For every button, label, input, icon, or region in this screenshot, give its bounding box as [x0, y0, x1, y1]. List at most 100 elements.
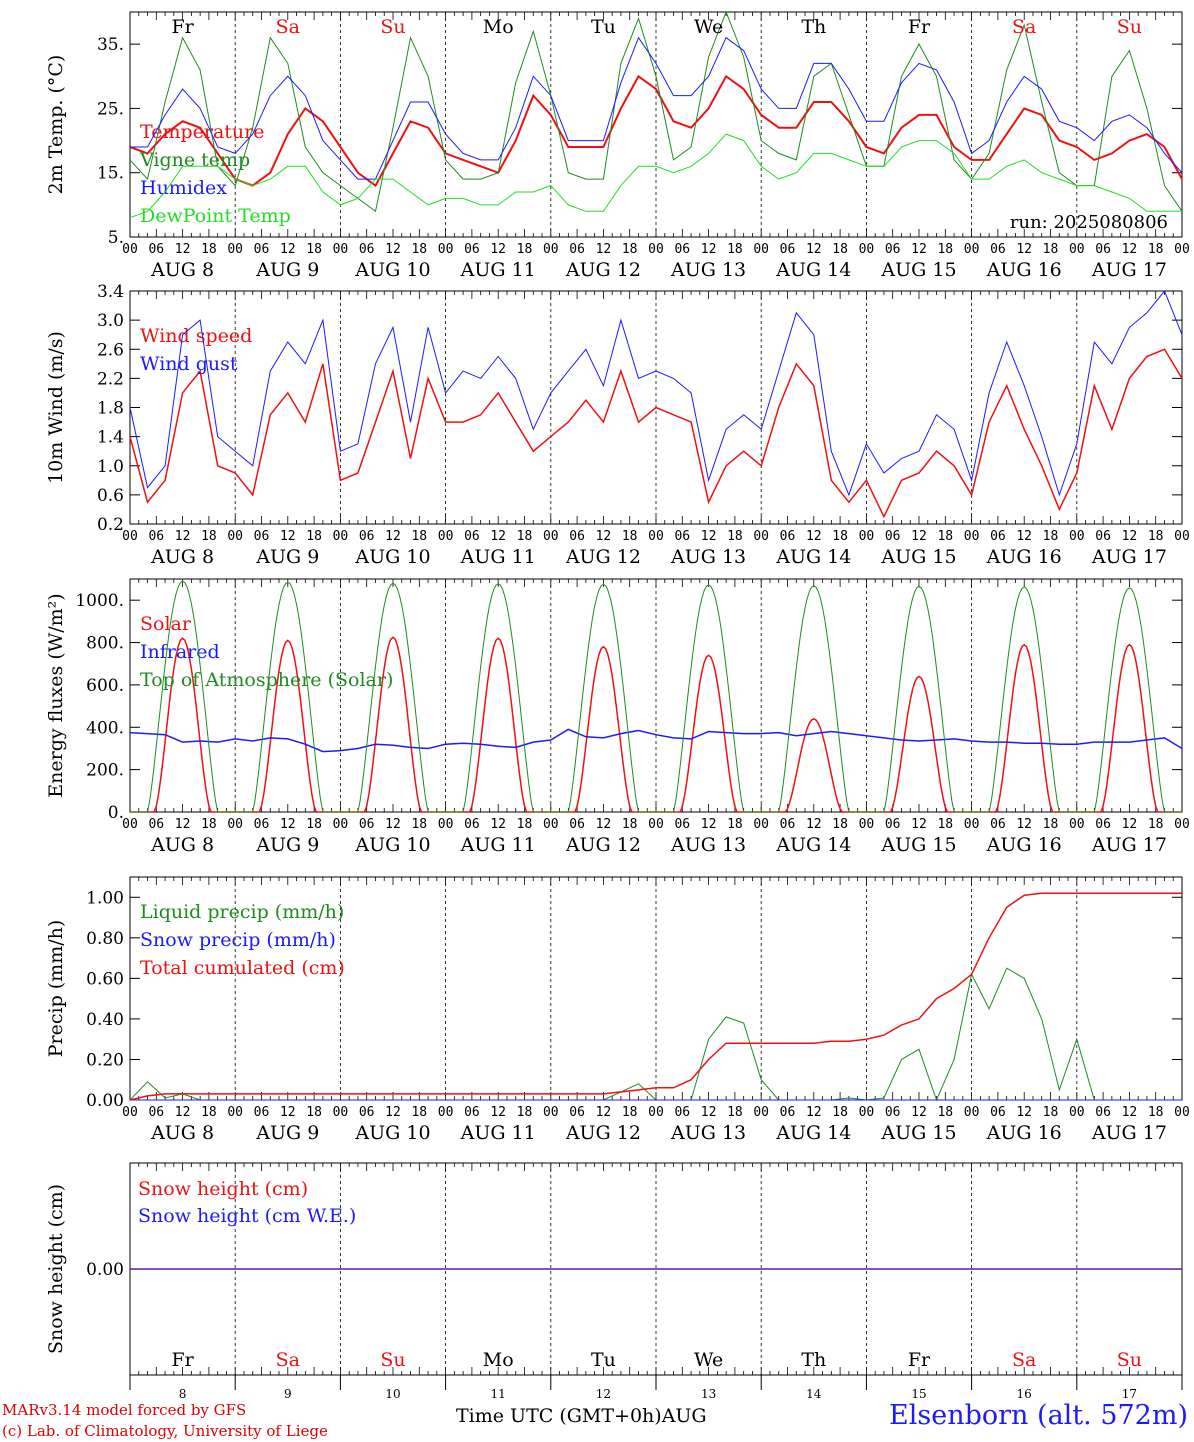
hour-label: 00 — [122, 817, 138, 832]
hour-label: 12 — [175, 242, 191, 257]
hour-label: 18 — [832, 242, 848, 257]
hour-label: 18 — [411, 817, 427, 832]
legend-entry: Top of Atmosphere (Solar) — [140, 669, 393, 691]
hour-label: 06 — [148, 817, 164, 832]
hour-label: 12 — [385, 242, 401, 257]
y-tick-label: 0.6 — [97, 486, 124, 506]
hour-label: 18 — [306, 242, 322, 257]
time-axis-title: Time UTC (GMT+0h)AUG — [456, 1405, 707, 1427]
legend-entry: Temperature — [140, 121, 264, 143]
hour-label: 12 — [1016, 529, 1032, 544]
hour-label: 00 — [964, 529, 980, 544]
y-axis-label: Precip (mm/h) — [45, 920, 67, 1058]
y-axis-label: Snow height (cm) — [45, 1184, 67, 1354]
date-label: AUG 14 — [775, 546, 851, 568]
y-tick-label: 1000. — [75, 591, 124, 611]
weekday-label-top: Mo — [483, 16, 514, 38]
date-label: AUG 8 — [150, 834, 214, 856]
panel-precip: 0.00 0.20 0.40 0.60 0.80 1.00 Precip (mm/h) Liq… — [45, 876, 1190, 1144]
hour-label: 00 — [227, 817, 243, 832]
hour-label: 12 — [385, 817, 401, 832]
legend-entry: Snow precip (mm/h) — [140, 929, 336, 951]
series-line-flux-2 — [130, 580, 1182, 813]
hour-label: 12 — [596, 529, 612, 544]
hour-label: 00 — [543, 529, 559, 544]
date-label: AUG 8 — [150, 259, 214, 281]
y-tick-label: 2.2 — [97, 369, 124, 389]
hour-label: 06 — [780, 529, 796, 544]
weekday-label-top: Su — [380, 16, 405, 38]
hour-label: 12 — [701, 817, 717, 832]
hour-label: 06 — [780, 242, 796, 257]
weekday-label-top: We — [694, 16, 723, 38]
hour-label: 00 — [1069, 529, 1085, 544]
date-label: AUG 11 — [460, 1122, 536, 1144]
hour-label: 06 — [464, 817, 480, 832]
hour-label: 06 — [1095, 242, 1111, 257]
panel-temp: 5. 15. 25. 35. 2m Temp. (°C) Temperature Vigne… — [45, 10, 1190, 281]
hour-label: 06 — [464, 529, 480, 544]
hour-label: 06 — [254, 817, 270, 832]
hour-label: 06 — [780, 817, 796, 832]
date-label: AUG 8 — [150, 1122, 214, 1144]
date-label: AUG 12 — [565, 834, 641, 856]
hour-label: 00 — [1174, 1105, 1190, 1120]
date-label: AUG 17 — [1091, 546, 1167, 568]
panel-snow: 0.00 Snow height (cm) Snow height (cm) Snow… — [45, 1162, 1183, 1376]
hour-label: 00 — [122, 529, 138, 544]
hour-label: 00 — [859, 242, 875, 257]
hour-label: 12 — [490, 1105, 506, 1120]
hour-label: 12 — [701, 1105, 717, 1120]
hour-label: 18 — [937, 529, 953, 544]
hour-label: 06 — [464, 1105, 480, 1120]
hour-label: 18 — [622, 817, 638, 832]
hour-label: 12 — [911, 242, 927, 257]
date-label: AUG 12 — [565, 546, 641, 568]
hour-label: 00 — [964, 242, 980, 257]
hour-label: 00 — [859, 817, 875, 832]
y-axis-label: Energy fluxes (W/m²) — [45, 593, 67, 797]
weekday-label-top: Fr — [908, 16, 931, 38]
hour-label: 12 — [280, 1105, 296, 1120]
hour-label: 12 — [596, 242, 612, 257]
hour-label: 18 — [622, 529, 638, 544]
hour-label: 00 — [753, 529, 769, 544]
hour-label: 12 — [806, 817, 822, 832]
hour-label: 06 — [464, 242, 480, 257]
hour-label: 06 — [1095, 817, 1111, 832]
hour-label: 00 — [438, 1105, 454, 1120]
hour-label: 00 — [1174, 529, 1190, 544]
date-label: AUG 13 — [670, 546, 746, 568]
y-tick-label: 600. — [86, 676, 124, 696]
hour-label: 12 — [175, 1105, 191, 1120]
date-label: AUG 8 — [150, 546, 214, 568]
hour-label: 00 — [122, 242, 138, 257]
hour-label: 00 — [753, 1105, 769, 1120]
hour-label: 18 — [727, 529, 743, 544]
hour-label: 12 — [1016, 1105, 1032, 1120]
hour-label: 00 — [753, 817, 769, 832]
y-tick-label: 0.2 — [97, 515, 124, 535]
model-credit: MARv3.14 model forced by GFS — [2, 1401, 247, 1419]
hour-label: 06 — [148, 242, 164, 257]
y-tick-label: 200. — [86, 761, 124, 781]
hour-label: 00 — [543, 242, 559, 257]
day-number-label: 11 — [491, 1387, 506, 1401]
hour-label: 00 — [648, 242, 664, 257]
hour-label: 06 — [990, 817, 1006, 832]
hour-label: 18 — [1043, 817, 1059, 832]
date-label: AUG 11 — [460, 546, 536, 568]
hour-label: 00 — [543, 1105, 559, 1120]
legend-entry: DewPoint Temp — [140, 205, 291, 227]
hour-label: 06 — [359, 529, 375, 544]
legend-entry: Vigne temp — [139, 149, 250, 171]
hour-label: 06 — [254, 1105, 270, 1120]
hour-label: 00 — [438, 529, 454, 544]
date-label: AUG 17 — [1091, 259, 1167, 281]
hour-label: 12 — [701, 242, 717, 257]
hour-label: 12 — [911, 529, 927, 544]
hour-label: 06 — [885, 529, 901, 544]
legend-entry: Wind speed — [140, 325, 252, 347]
hour-label: 00 — [859, 529, 875, 544]
y-tick-label: 0.80 — [86, 929, 124, 949]
